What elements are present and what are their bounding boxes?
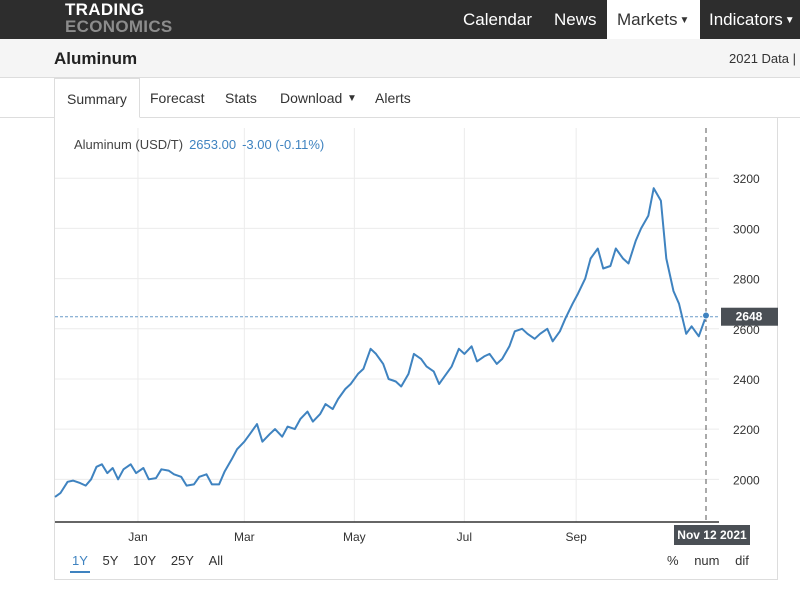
range-25y[interactable]: 25Y [170,553,194,568]
tab-divider [0,117,800,118]
nav-calendar[interactable]: Calendar [463,10,532,29]
top-navbar: TRADING ECONOMICS Calendar News Markets ▼… [0,0,800,39]
date-label: Nov 12 2021 [677,528,747,542]
page-title: Aluminum [54,49,138,68]
date-label-box [674,525,750,545]
tab-bar: Summary Forecast Stats Download ▼ Alerts [54,78,800,118]
brand-logo[interactable]: TRADING ECONOMICS [65,1,173,35]
quote-change: -3.00 (-0.11%) [242,137,325,152]
range-selector: 1Y 5Y 10Y 25Y All [70,553,232,573]
data-link[interactable]: 2021 Data | [729,51,796,66]
quote-line: Aluminum (USD/T) 2653.00 -3.00 (-0.11%) [74,137,324,152]
tab-alerts[interactable]: Alerts [375,90,411,106]
tab-summary[interactable]: Summary [54,78,140,118]
y-tick-label: 2600 [733,323,760,337]
caret-down-icon: ▼ [679,15,690,26]
y-tick-label: 2200 [733,423,760,437]
nav-markets[interactable]: Markets ▼ [607,0,700,39]
mode-selector: % num dif [667,553,761,568]
tab-forecast[interactable]: Forecast [150,90,205,106]
quote-price: 2653.00 [189,137,237,152]
range-all[interactable]: All [208,553,224,568]
quote-name: Aluminum (USD/T) [74,137,184,152]
range-10y[interactable]: 10Y [133,553,157,568]
y-tick-label: 2400 [733,373,760,387]
page-header: Aluminum 2021 Data | [0,39,800,78]
nav-news[interactable]: News [554,10,597,29]
x-tick-label: May [343,530,366,544]
brand-line1: TRADING [65,0,145,19]
y-tick-label: 3200 [733,172,760,186]
x-tick-label: Mar [234,530,255,544]
last-point-marker [702,311,710,320]
y-tick-label: 3000 [733,222,760,236]
caret-down-icon: ▼ [344,93,357,104]
range-5y[interactable]: 5Y [102,553,119,568]
tab-stats[interactable]: Stats [225,90,257,106]
tab-download[interactable]: Download ▼ [280,90,357,106]
caret-down-icon: ▼ [784,15,795,26]
mode-num[interactable]: num [694,553,720,568]
chart-panel [54,117,778,580]
mode-dif[interactable]: dif [735,553,749,568]
brand-line2: ECONOMICS [65,17,173,36]
y-tick-label: 2000 [733,473,760,487]
value-label: 2648 [736,310,763,324]
series-line [54,187,707,498]
value-label-box [721,307,778,326]
range-1y[interactable]: 1Y [70,553,90,573]
y-tick-label: 2800 [733,273,760,287]
mode-percent[interactable]: % [667,553,679,568]
x-tick-label: Jan [128,530,147,544]
nav-indicators[interactable]: Indicators ▼ [709,10,795,29]
x-tick-label: Sep [565,530,587,544]
x-tick-label: Jul [457,530,472,544]
